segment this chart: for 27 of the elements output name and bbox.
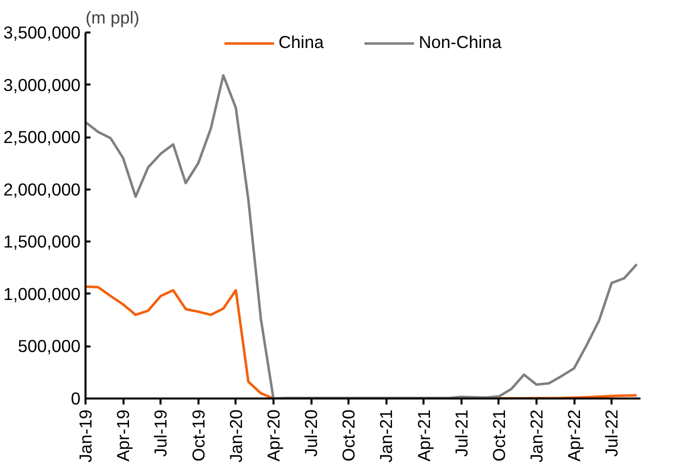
- y-tick-label: 3,500,000: [3, 22, 81, 42]
- x-tick-label: Apr-20: [263, 409, 284, 462]
- x-tick-label: Jul-20: [301, 409, 322, 457]
- x-tick-label: Jan-21: [376, 410, 396, 462]
- x-tick-label: Jul-19: [150, 409, 171, 457]
- y-tick-label: 2,000,000: [3, 179, 81, 200]
- y-tick-label: 0: [70, 388, 81, 408]
- y-tick-label: 500,000: [18, 336, 81, 356]
- x-tick-label: Oct-19: [188, 409, 208, 462]
- x-tick-label: Jan-22: [526, 410, 547, 462]
- y-tick-label: 3,000,000: [3, 74, 81, 95]
- x-tick-label: Jan-20: [226, 410, 246, 462]
- legend-label: Non-China: [418, 32, 502, 53]
- y-axis-title: (m ppl): [86, 8, 140, 28]
- legend-label: China: [278, 32, 324, 53]
- x-tick-label: Jan-19: [76, 410, 96, 462]
- x-tick-label: Oct-20: [338, 409, 359, 462]
- line-series: [86, 74, 638, 398]
- y-tick-label: 1,500,000: [3, 232, 81, 252]
- x-tick-label: Jul-21: [451, 409, 472, 457]
- y-tick-label: 2,500,000: [3, 127, 81, 148]
- x-tick-label: Jul-22: [602, 409, 622, 457]
- x-tick-label: Oct-21: [488, 409, 509, 462]
- x-tick-label: Apr-22: [564, 409, 584, 462]
- x-tick-label: Apr-19: [113, 409, 134, 462]
- y-tick-label: 1,000,000: [3, 284, 81, 304]
- x-tick-label: Apr-21: [414, 409, 434, 462]
